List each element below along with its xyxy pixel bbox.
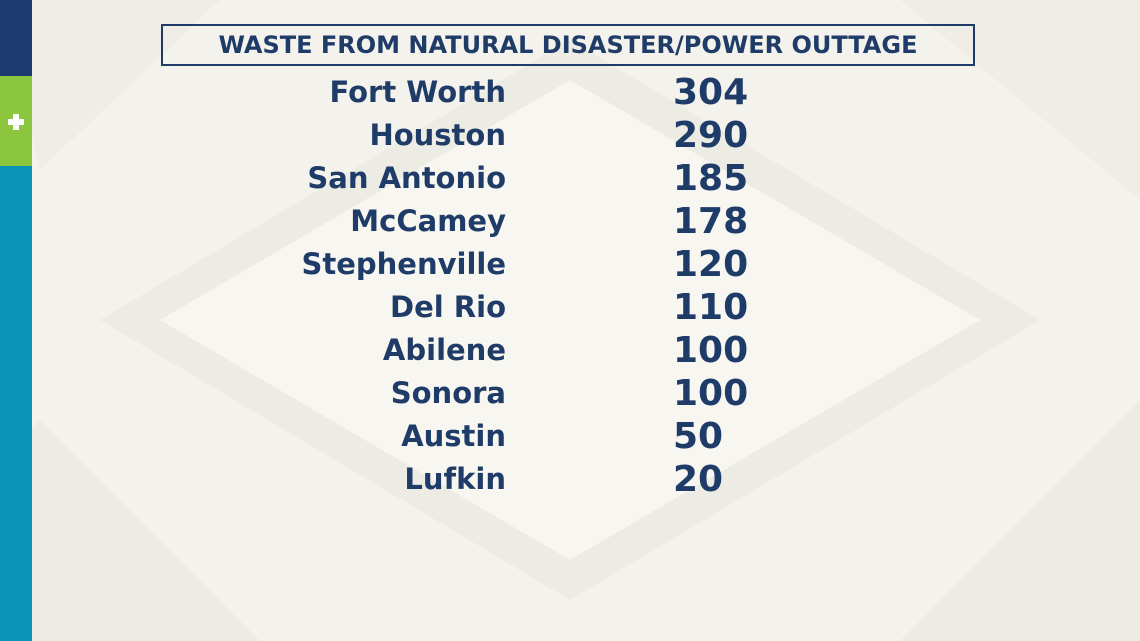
city-label: San Antonio xyxy=(307,161,506,195)
city-label: Del Rio xyxy=(390,290,506,324)
city-label: Houston xyxy=(369,118,506,152)
waste-value: 100 xyxy=(673,330,749,371)
city-label: McCamey xyxy=(350,204,506,238)
side-strip xyxy=(0,0,32,641)
table-row: Abilene 100 xyxy=(0,329,1140,372)
waste-value: 290 xyxy=(673,115,749,156)
city-label: Austin xyxy=(401,419,506,453)
table-row: Sonora 100 xyxy=(0,372,1140,415)
waste-value: 110 xyxy=(673,287,749,328)
city-label: Fort Worth xyxy=(329,75,506,109)
city-label: Abilene xyxy=(382,333,506,367)
table-row: Fort Worth 304 xyxy=(0,71,1140,114)
city-label: Stephenville xyxy=(301,247,506,281)
table-row: McCamey 178 xyxy=(0,200,1140,243)
waste-value: 50 xyxy=(673,416,724,457)
waste-value: 178 xyxy=(673,201,749,242)
table-row: Lufkin 20 xyxy=(0,458,1140,501)
waste-value: 304 xyxy=(673,72,749,113)
table-row: Austin 50 xyxy=(0,415,1140,458)
table-row: San Antonio 185 xyxy=(0,157,1140,200)
city-label: Sonora xyxy=(390,376,506,410)
table-row: Houston 290 xyxy=(0,114,1140,157)
waste-value: 100 xyxy=(673,373,749,414)
title-box: WASTE FROM NATURAL DISASTER/POWER OUTTAG… xyxy=(161,24,975,66)
waste-value: 20 xyxy=(673,459,724,500)
table-row: Stephenville 120 xyxy=(0,243,1140,286)
waste-value: 185 xyxy=(673,158,749,199)
waste-value: 120 xyxy=(673,244,749,285)
side-strip-navy xyxy=(0,0,32,76)
chart-title: WASTE FROM NATURAL DISASTER/POWER OUTTAG… xyxy=(218,31,918,59)
table-row: Del Rio 110 xyxy=(0,286,1140,329)
side-strip-teal xyxy=(0,166,32,641)
plus-icon xyxy=(7,113,25,131)
city-label: Lufkin xyxy=(404,462,506,496)
